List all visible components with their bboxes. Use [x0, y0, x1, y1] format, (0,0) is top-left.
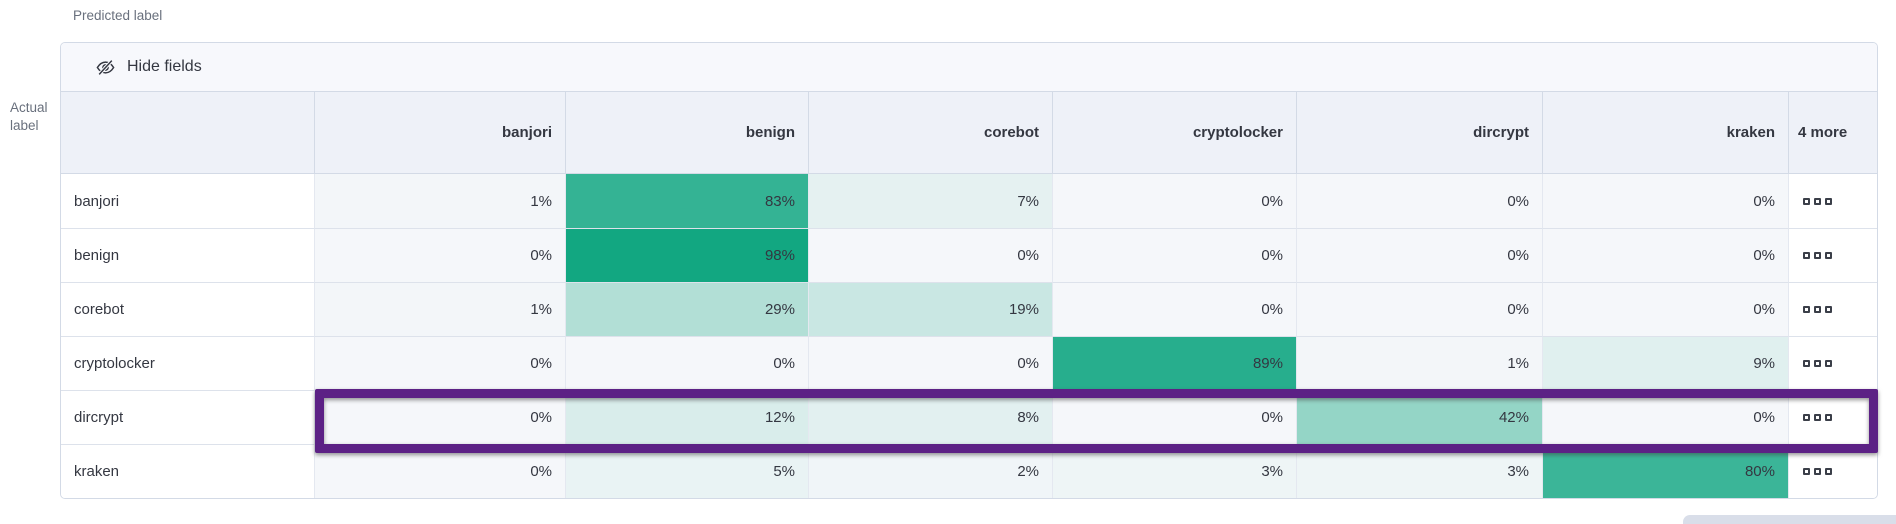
matrix-cell-cryptolocker-dircrypt[interactable]: 1%	[1296, 336, 1542, 390]
predicted-label: Predicted label	[73, 8, 163, 23]
matrix-cell-cryptolocker-banjori[interactable]: 0%	[314, 336, 565, 390]
matrix-cell-banjori-banjori[interactable]: 1%	[314, 174, 565, 228]
column-header-row: banjori benign corebot cryptolocker dircrypt…	[61, 92, 1877, 174]
matrix-cell-dircrypt-cryptolocker[interactable]: 0%	[1052, 390, 1296, 444]
row-actions-benign[interactable]	[1788, 228, 1877, 282]
row-actions-cryptolocker[interactable]	[1788, 336, 1877, 390]
matrix-cell-kraken-benign[interactable]: 5%	[565, 444, 808, 498]
matrix-cell-banjori-kraken[interactable]: 0%	[1542, 174, 1788, 228]
matrix-cell-banjori-benign[interactable]: 83%	[565, 174, 808, 228]
matrix-cell-benign-banjori[interactable]: 0%	[314, 228, 565, 282]
matrix-cell-corebot-dircrypt[interactable]: 0%	[1296, 282, 1542, 336]
column-header-cryptolocker[interactable]: cryptolocker	[1052, 92, 1296, 173]
matrix-cell-banjori-dircrypt[interactable]: 0%	[1296, 174, 1542, 228]
row-actions-corebot[interactable]	[1788, 282, 1877, 336]
matrix-cell-kraken-dircrypt[interactable]: 3%	[1296, 444, 1542, 498]
row-label-cryptolocker[interactable]: cryptolocker	[61, 336, 314, 390]
row-actions-banjori[interactable]	[1788, 174, 1877, 228]
row-label-banjori[interactable]: banjori	[61, 174, 314, 228]
matrix-cell-dircrypt-kraken[interactable]: 0%	[1542, 390, 1788, 444]
row-label-kraken[interactable]: kraken	[61, 444, 314, 498]
matrix-cell-corebot-banjori[interactable]: 1%	[314, 282, 565, 336]
row-label-dircrypt[interactable]: dircrypt	[61, 390, 314, 444]
header-corner-cell	[61, 92, 314, 173]
table-row-benign: benign 0% 98% 0% 0% 0% 0%	[61, 228, 1877, 282]
grid-toolbar: Hide fields	[61, 43, 1877, 92]
matrix-cell-kraken-cryptolocker[interactable]: 3%	[1052, 444, 1296, 498]
row-label-corebot[interactable]: corebot	[61, 282, 314, 336]
table-row-kraken: kraken 0% 5% 2% 3% 3% 80%	[61, 444, 1877, 498]
matrix-cell-cryptolocker-benign[interactable]: 0%	[565, 336, 808, 390]
boxes-horizontal-icon	[1803, 197, 1832, 205]
matrix-cell-cryptolocker-kraken[interactable]: 9%	[1542, 336, 1788, 390]
column-header-dircrypt[interactable]: dircrypt	[1296, 92, 1542, 173]
row-label-benign[interactable]: benign	[61, 228, 314, 282]
matrix-cell-dircrypt-corebot[interactable]: 8%	[808, 390, 1052, 444]
matrix-cell-kraken-banjori[interactable]: 0%	[314, 444, 565, 498]
matrix-cell-corebot-benign[interactable]: 29%	[565, 282, 808, 336]
matrix-cell-benign-dircrypt[interactable]: 0%	[1296, 228, 1542, 282]
matrix-cell-banjori-corebot[interactable]: 7%	[808, 174, 1052, 228]
matrix-cell-kraken-corebot[interactable]: 2%	[808, 444, 1052, 498]
corner-scroll-bar	[1683, 515, 1896, 524]
matrix-cell-cryptolocker-cryptolocker[interactable]: 89%	[1052, 336, 1296, 390]
matrix-cell-cryptolocker-corebot[interactable]: 0%	[808, 336, 1052, 390]
boxes-horizontal-icon	[1803, 306, 1832, 313]
column-header-kraken[interactable]: kraken	[1542, 92, 1788, 173]
matrix-cell-banjori-cryptolocker[interactable]: 0%	[1052, 174, 1296, 228]
eye-closed-icon	[95, 57, 116, 78]
more-columns-header[interactable]: 4 more	[1788, 92, 1877, 173]
matrix-cell-benign-benign[interactable]: 98%	[565, 228, 808, 282]
boxes-horizontal-icon	[1803, 252, 1832, 259]
column-header-benign[interactable]: benign	[565, 92, 808, 173]
column-header-corebot[interactable]: corebot	[808, 92, 1052, 173]
row-actions-kraken[interactable]	[1788, 444, 1877, 498]
column-header-banjori[interactable]: banjori	[314, 92, 565, 173]
table-row-corebot: corebot 1% 29% 19% 0% 0% 0%	[61, 282, 1877, 336]
matrix-cell-kraken-kraken[interactable]: 80%	[1542, 444, 1788, 498]
matrix-cell-corebot-corebot[interactable]: 19%	[808, 282, 1052, 336]
table-row-dircrypt: dircrypt 0% 12% 8% 0% 42% 0%	[61, 390, 1877, 444]
matrix-cell-dircrypt-dircrypt[interactable]: 42%	[1296, 390, 1542, 444]
boxes-horizontal-icon	[1803, 468, 1832, 475]
hide-fields-label: Hide fields	[127, 58, 202, 75]
matrix-cell-benign-cryptolocker[interactable]: 0%	[1052, 228, 1296, 282]
boxes-horizontal-icon	[1803, 414, 1832, 421]
actual-label: Actual label	[10, 100, 48, 133]
matrix-rows: banjori 1% 83% 7% 0% 0% 0% benign 0% 98% 0% 0% 0% 0% c…	[61, 174, 1877, 498]
matrix-cell-benign-kraken[interactable]: 0%	[1542, 228, 1788, 282]
matrix-cell-benign-corebot[interactable]: 0%	[808, 228, 1052, 282]
confusion-matrix-table: Hide fields banjori benign corebot cryptolo…	[60, 42, 1878, 499]
boxes-horizontal-icon	[1803, 360, 1832, 367]
table-row-banjori: banjori 1% 83% 7% 0% 0% 0%	[61, 174, 1877, 228]
hide-fields-button[interactable]: Hide fields	[95, 57, 202, 78]
table-row-cryptolocker: cryptolocker 0% 0% 0% 89% 1% 9%	[61, 336, 1877, 390]
matrix-cell-dircrypt-banjori[interactable]: 0%	[314, 390, 565, 444]
matrix-cell-corebot-cryptolocker[interactable]: 0%	[1052, 282, 1296, 336]
row-actions-dircrypt[interactable]	[1788, 390, 1877, 444]
matrix-cell-dircrypt-benign[interactable]: 12%	[565, 390, 808, 444]
matrix-cell-corebot-kraken[interactable]: 0%	[1542, 282, 1788, 336]
